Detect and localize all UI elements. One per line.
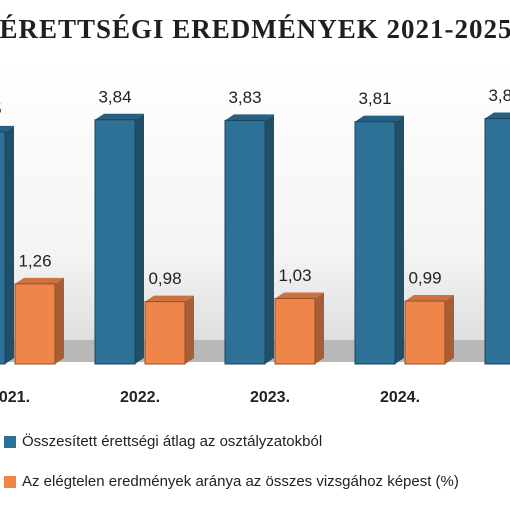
data-label: 3,83 bbox=[228, 88, 261, 107]
data-label: 3,81 bbox=[358, 89, 391, 108]
data-label: 3,65 bbox=[0, 99, 2, 118]
bar-top bbox=[95, 113, 144, 120]
bar-top bbox=[15, 277, 64, 284]
bar-top bbox=[225, 114, 274, 121]
bar bbox=[14, 283, 56, 365]
bar bbox=[224, 119, 266, 365]
bar-side bbox=[135, 113, 144, 364]
bar-top bbox=[355, 115, 404, 122]
x-tick-label: 2023. bbox=[250, 389, 290, 406]
bar-top bbox=[405, 295, 454, 302]
x-tick-label: 2022. bbox=[120, 389, 160, 406]
bar-side bbox=[5, 125, 14, 364]
bar-top bbox=[145, 295, 194, 302]
legend-swatch bbox=[4, 476, 16, 488]
data-label: 3,86 bbox=[488, 86, 510, 105]
bar bbox=[484, 118, 510, 365]
legend-swatch bbox=[4, 436, 16, 448]
bar bbox=[274, 297, 316, 365]
bar bbox=[144, 301, 186, 365]
bar-side bbox=[185, 295, 194, 364]
bar bbox=[404, 300, 446, 365]
bar-top bbox=[485, 112, 510, 119]
bar-side bbox=[445, 295, 454, 364]
bar-top bbox=[0, 125, 14, 132]
bar bbox=[94, 119, 136, 365]
bar-side bbox=[395, 115, 404, 365]
legend-label: Az elégtelen eredmények aránya az összes… bbox=[22, 473, 459, 490]
bar-side bbox=[265, 114, 274, 364]
data-label: 1,03 bbox=[278, 266, 311, 285]
bar-top bbox=[275, 292, 324, 299]
data-label: 0,98 bbox=[148, 269, 181, 288]
bar-side bbox=[315, 292, 324, 364]
x-tick-label: 2024. bbox=[380, 389, 420, 406]
bar bbox=[0, 131, 6, 365]
legend-label: Összesített érettségi átlag az osztályza… bbox=[22, 432, 322, 450]
chart-title: ÉRETTSÉGI EREDMÉNYEK 2021-2025 bbox=[0, 14, 510, 44]
data-label: 0,99 bbox=[408, 269, 441, 288]
data-label: 3,84 bbox=[98, 87, 131, 106]
data-label: 1,26 bbox=[18, 251, 51, 270]
bar-side bbox=[55, 277, 64, 364]
x-tick-label: 2021. bbox=[0, 389, 30, 406]
bar bbox=[354, 121, 396, 365]
